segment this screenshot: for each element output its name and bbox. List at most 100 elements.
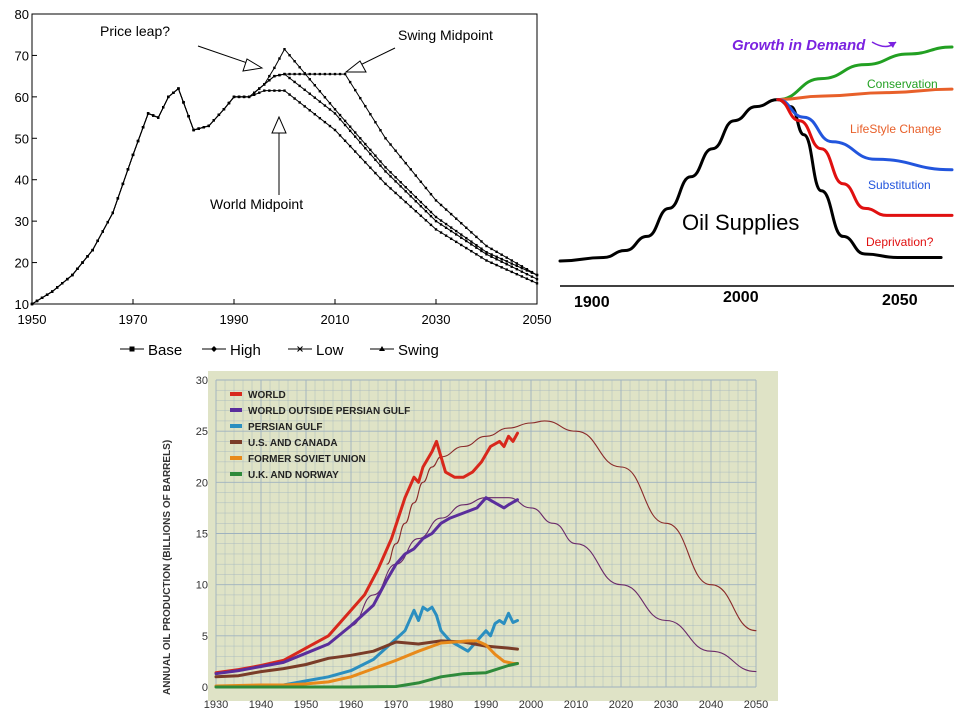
data-point-swing xyxy=(222,108,226,111)
data-point-swing xyxy=(96,239,99,243)
legend-label-swing: Swing xyxy=(398,342,439,359)
data-point-high xyxy=(298,66,301,69)
data-point-base xyxy=(293,80,296,84)
data-point-low xyxy=(273,89,276,92)
data-point-swing xyxy=(525,268,529,271)
demand-x-tick-2050: 2050 xyxy=(882,292,918,309)
demand-chart: Growth in Demand Conservation LifeStyle … xyxy=(552,20,960,320)
data-point-low xyxy=(343,139,347,142)
data-point-high xyxy=(364,142,367,146)
data-point-base xyxy=(455,233,458,236)
data-point-swing xyxy=(136,139,140,143)
data-point-swing xyxy=(354,88,357,92)
data-point-base xyxy=(475,246,478,249)
data-point-low xyxy=(268,89,271,92)
demand-title-arrowhead-icon xyxy=(888,42,896,48)
data-point-swing xyxy=(348,80,352,84)
data-point-base xyxy=(505,263,508,266)
y-tick-label: 30 xyxy=(196,375,208,387)
data-point-high xyxy=(525,269,529,272)
data-point-high xyxy=(369,148,372,152)
data-point-swing xyxy=(247,95,251,99)
data-point-swing xyxy=(449,212,453,216)
data-point-swing xyxy=(172,91,175,94)
data-point-high xyxy=(323,96,327,99)
x-tick-label: 2000 xyxy=(519,699,543,711)
data-point-high xyxy=(465,236,468,240)
y-tick-label: 80 xyxy=(15,7,29,22)
legend-label: U.K. AND NORWAY xyxy=(248,470,339,481)
data-point-swing xyxy=(283,72,286,76)
y-tick-label: 25 xyxy=(196,426,208,438)
legend-item-base: Base xyxy=(120,342,182,359)
data-point-high xyxy=(278,57,281,60)
data-point-low xyxy=(455,240,458,244)
data-point-swing xyxy=(273,74,276,78)
y-tick-label: 20 xyxy=(196,477,208,489)
data-point-base xyxy=(318,100,322,103)
data-point-swing xyxy=(192,128,195,132)
data-point-base xyxy=(374,158,377,162)
data-point-low xyxy=(480,256,483,259)
data-point-low xyxy=(449,237,453,240)
data-point-swing xyxy=(369,113,372,116)
data-point-swing xyxy=(146,112,150,115)
data-point-base xyxy=(470,243,473,246)
data-point-low xyxy=(525,277,529,280)
data-point-swing xyxy=(455,217,458,220)
data-point-high xyxy=(439,219,443,222)
y-tick-label: 40 xyxy=(15,173,29,188)
data-point-base xyxy=(399,185,402,188)
data-point-base xyxy=(348,129,352,133)
data-point-swing xyxy=(424,186,428,190)
legend-label: U.S. AND CANADA xyxy=(248,438,338,449)
data-point-base xyxy=(369,152,372,156)
data-point-swing xyxy=(202,126,205,129)
label-conservation: Conservation xyxy=(867,77,938,91)
data-point-high xyxy=(359,137,362,140)
data-point-swing xyxy=(323,72,327,76)
data-point-swing xyxy=(505,256,508,259)
data-point-base xyxy=(288,76,291,80)
data-point-high xyxy=(444,222,448,226)
curve-substitution xyxy=(776,98,954,172)
data-point-base xyxy=(379,164,382,167)
legend-swatch xyxy=(230,440,242,444)
data-point-high xyxy=(434,215,438,219)
label-lifestyle-change: LifeStyle Change xyxy=(850,122,942,136)
data-point-low xyxy=(515,272,518,276)
data-point-swing xyxy=(404,161,407,165)
data-point-base xyxy=(384,170,387,173)
x-tick-label: 1980 xyxy=(429,699,453,711)
data-point-base xyxy=(354,135,357,138)
legend-swatch xyxy=(230,392,242,396)
data-point-low xyxy=(364,161,367,164)
x-tick-label: 2040 xyxy=(699,699,723,711)
data-point-base xyxy=(480,249,483,253)
data-point-low xyxy=(409,205,412,208)
y-tick-label: 5 xyxy=(202,631,208,643)
data-point-low xyxy=(495,263,498,267)
data-point-high xyxy=(333,108,337,111)
x-tick-label: 2030 xyxy=(654,699,678,711)
x-tick-label: 2050 xyxy=(523,312,552,327)
demand-x-tick-1900: 1900 xyxy=(574,294,610,311)
data-point-swing xyxy=(308,72,311,76)
data-point-high xyxy=(505,260,508,263)
swing-midpoint-arrow-icon xyxy=(344,60,367,73)
x-tick-label: 1950 xyxy=(294,699,318,711)
x-tick-label: 1950 xyxy=(18,312,47,327)
x-tick-label: 1940 xyxy=(249,699,273,711)
data-point-base xyxy=(439,223,443,226)
data-point-low xyxy=(348,144,352,148)
data-point-low xyxy=(505,268,508,271)
data-point-high xyxy=(268,74,271,78)
data-point-base xyxy=(525,272,529,276)
legend-swatch xyxy=(230,472,242,476)
data-point-base xyxy=(510,265,513,268)
y-tick-label: 60 xyxy=(15,90,29,105)
label-deprivation: Deprivation? xyxy=(866,235,934,249)
data-point-swing xyxy=(303,72,306,76)
data-point-base xyxy=(343,123,347,127)
data-point-swing xyxy=(61,282,64,285)
